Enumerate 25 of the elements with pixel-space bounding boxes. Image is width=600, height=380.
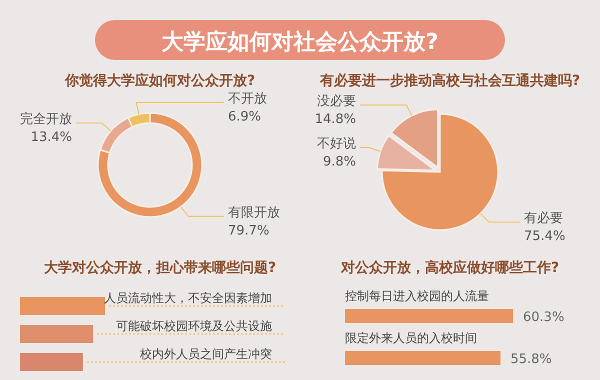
data-label: 13.4% bbox=[30, 130, 72, 145]
chart-subtitle: 你觉得大学应如何对公众开放? bbox=[64, 72, 256, 89]
data-label: 75.4% bbox=[524, 229, 566, 244]
y-tick-label: 控制每日进入校园的人流量 bbox=[345, 289, 489, 303]
donut-slice bbox=[97, 112, 203, 218]
y-tick-label: 校内外人员之间产生冲突 bbox=[139, 347, 272, 361]
data-label: 9.8% bbox=[322, 154, 356, 170]
slice-label: 没必要 bbox=[317, 94, 356, 109]
data-label: 6.9% bbox=[228, 110, 262, 124]
chart-title: 大学应如何对社会公众开放? bbox=[162, 29, 438, 55]
slice-label: 有限开放 bbox=[228, 205, 280, 220]
slice-label: 完全开放 bbox=[20, 110, 72, 127]
slice-label: 有必要 bbox=[524, 211, 563, 226]
y-tick-label: 限定外来人员的入校时间 bbox=[345, 331, 477, 345]
data-label: 79.7% bbox=[228, 223, 270, 238]
data-label: 55.8% bbox=[510, 352, 552, 367]
text: 大学对公众开放，担心带来哪些问题? bbox=[44, 259, 276, 276]
data-label: 60.3% bbox=[523, 310, 564, 325]
y-tick-label: 可能破坏校园环境及公共设施 bbox=[116, 319, 272, 333]
data-label: 14.8% bbox=[314, 112, 356, 127]
slice-label: 不开放 bbox=[228, 92, 267, 106]
chart-title: 对公众开放，高校应做好哪些工作? bbox=[340, 259, 560, 276]
y-tick-label: 人员流动性大，不安全因素增加 bbox=[104, 291, 272, 305]
chart-title: 有必要进一步推动高校与社会互通共建吗? bbox=[318, 72, 580, 89]
slice-label: 不好说 bbox=[317, 136, 356, 152]
